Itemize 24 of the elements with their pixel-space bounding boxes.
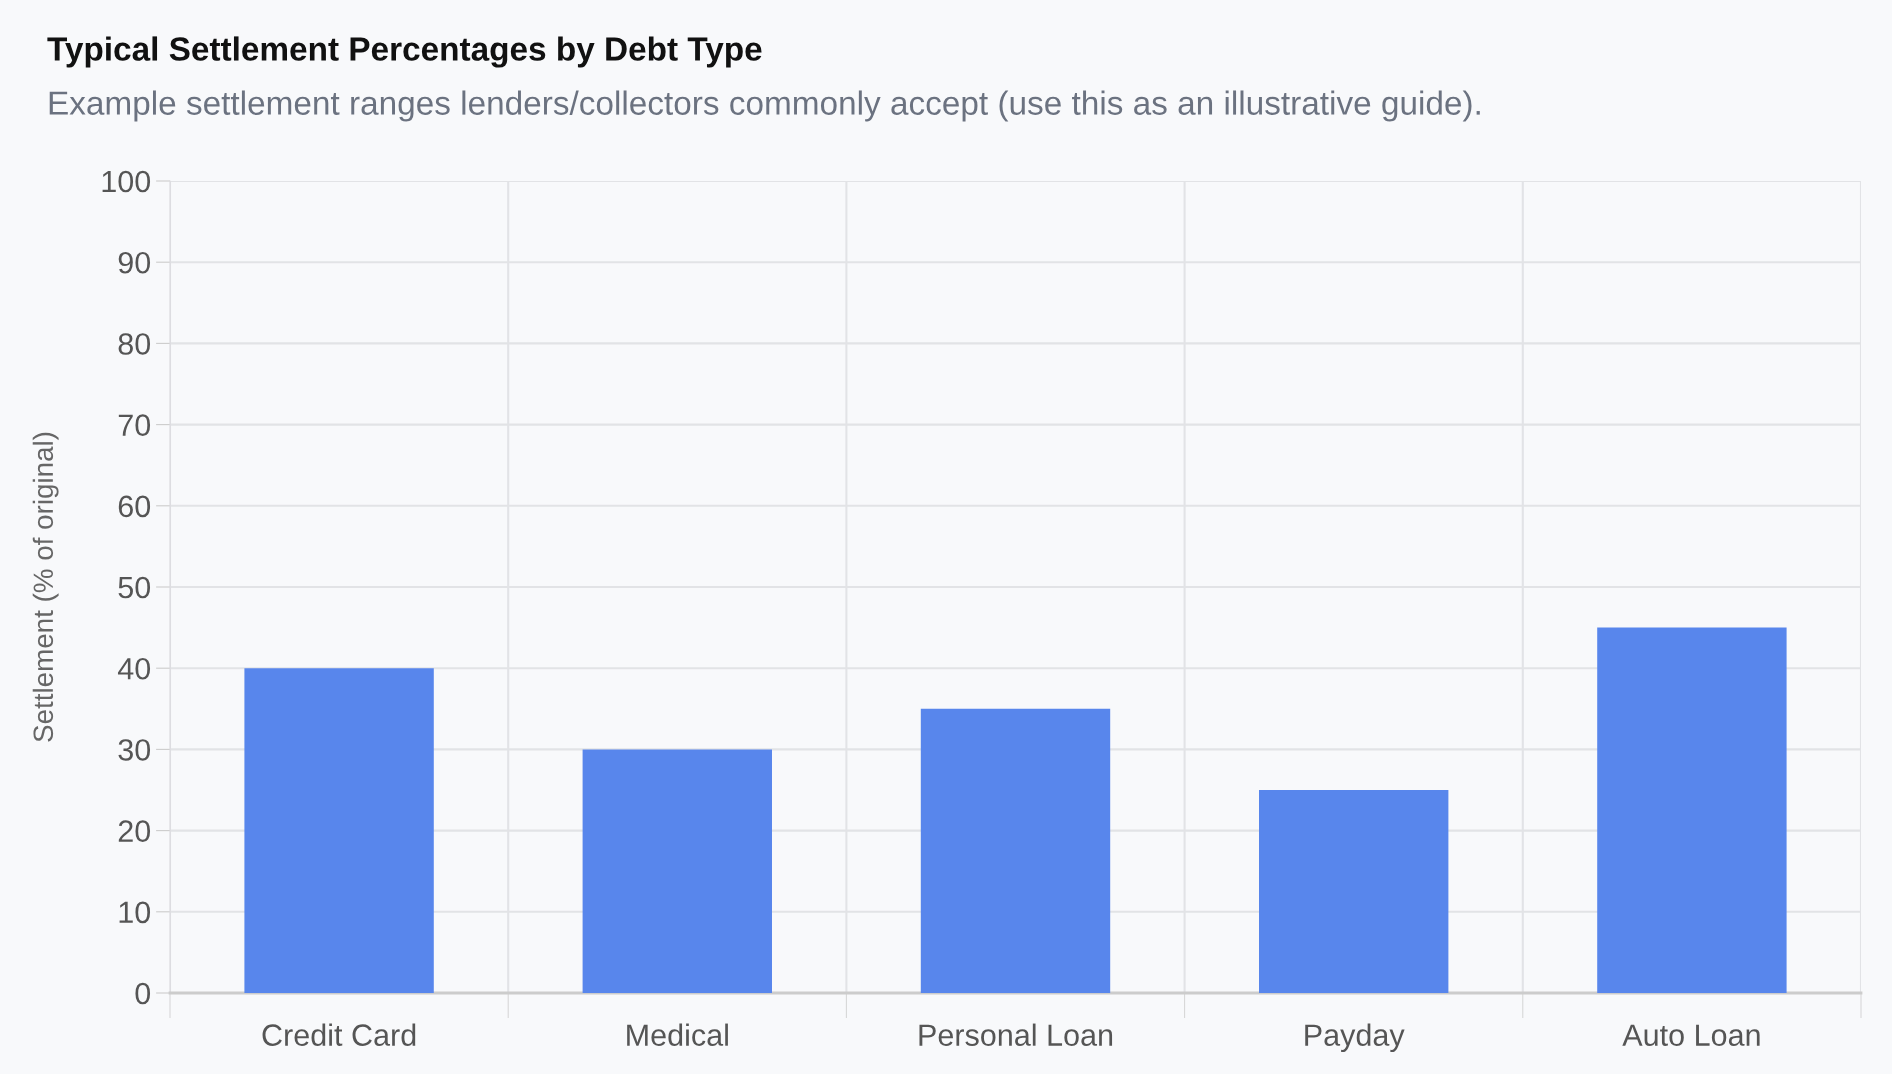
chart-title: Typical Settlement Percentages by Debt Type (47, 36, 762, 68)
y-tick-label: 50 (118, 576, 151, 599)
x-tick-label: Medical (627, 1023, 728, 1046)
y-tick-label: 80 (118, 333, 151, 355)
bar (1259, 790, 1449, 993)
bar (920, 708, 1111, 993)
chart-subtitle: Example settlement ranges lenders/collectors commonly accept (use this as an illustrative guide). (49, 90, 1480, 122)
y-tick-label: 0 (135, 982, 151, 1005)
x-tick-label: Auto Loan (1622, 1024, 1760, 1046)
y-tick-label: 60 (118, 495, 151, 518)
bar (582, 749, 772, 993)
bar (1597, 627, 1787, 993)
x-tick-label: Credit Card (262, 1023, 416, 1046)
y-tick-label: 90 (118, 251, 151, 274)
y-tick-label: 40 (117, 657, 151, 680)
y-axis-title: Settlement (% of original) (32, 432, 59, 742)
y-tick-label: 10 (119, 901, 151, 924)
x-tick-label: Payday (1305, 1023, 1405, 1053)
x-tick-label: Personal Loan (919, 1023, 1113, 1046)
y-tick-label: 100 (102, 170, 151, 193)
y-tick-label: 20 (118, 820, 151, 842)
bar (244, 668, 434, 993)
y-tick-label: 30 (118, 739, 151, 761)
y-tick-label: 70 (118, 414, 151, 436)
